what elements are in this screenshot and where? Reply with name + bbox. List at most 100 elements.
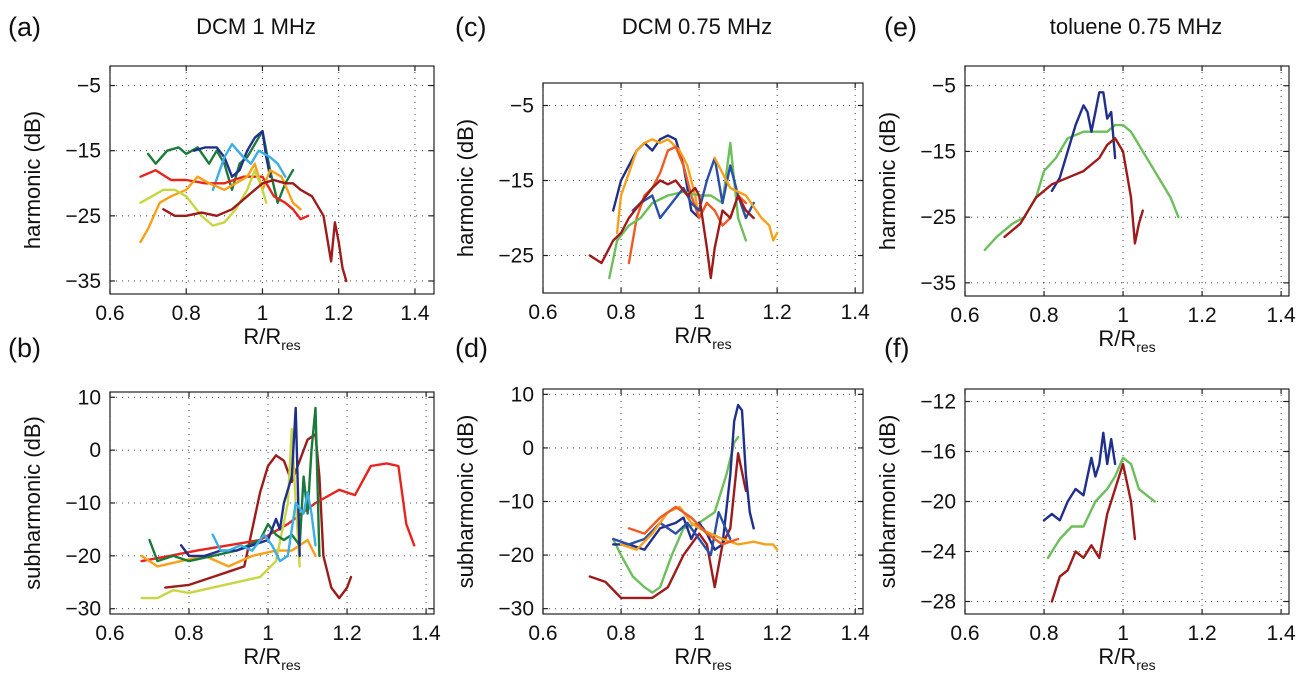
y-tick-label: −30 [498, 598, 534, 621]
x-tick-label: 1.2 [324, 302, 353, 325]
panel-c: (c) 0.6 0.8 1 1.2 1.4 −5 −15 −25 R/Rres harmonic (… [453, 12, 870, 352]
series-line-darkgreen [146, 129, 295, 204]
y-tick-label: −25 [920, 206, 956, 229]
y-tick-label: −12 [920, 391, 956, 414]
series-group [140, 406, 416, 600]
series-line-navy [612, 403, 755, 551]
x-tick-label: 1 [262, 622, 274, 645]
x-tick-label: 1.2 [1187, 622, 1216, 645]
x-axis-label: R/Rres [1098, 326, 1155, 355]
panel-d: (d)0.6 0.8 1 1.2 1.4100−10−20−30R/Rressubhar… [453, 333, 870, 673]
x-tick-label: 1 [257, 302, 269, 325]
series-line-lightgreen [1046, 456, 1156, 559]
series-line-orange [139, 162, 302, 244]
y-tick-label: 10 [511, 383, 534, 406]
series-line-red [140, 462, 416, 563]
x-tick-label: 0.6 [528, 301, 557, 324]
series-line-darkgreen [148, 406, 321, 563]
panel-f: (f)0.6 0.8 1 1.2 1.4−12−16−20−24−28R/Rressub… [875, 333, 1296, 673]
x-tick-label: 1 [693, 301, 705, 324]
y-tick-label: 0 [522, 437, 534, 460]
y-tick-label: −5 [932, 75, 956, 98]
series-line-blue [612, 511, 732, 557]
x-tick-label: 0.8 [172, 302, 201, 325]
series-line-orangered [627, 505, 740, 546]
series-line-darkred [164, 433, 353, 600]
x-tick-label: 1.2 [763, 301, 792, 324]
y-tick-label: −5 [77, 75, 101, 98]
x-axis-label-subscript: res [712, 657, 731, 673]
x-tick-label: 1.4 [411, 622, 441, 645]
series-line-yellowgreen [139, 169, 268, 227]
x-axis-label-subscript: res [1136, 339, 1155, 355]
series-line-navy [192, 129, 272, 178]
y-tick-label: −24 [920, 541, 956, 564]
y-tick-label: −15 [920, 140, 956, 163]
x-axis-label-subscript: res [712, 336, 731, 352]
x-axis-label-subscript: res [281, 657, 300, 673]
x-axis-label-main: R/R [674, 644, 712, 669]
series-line-navy [1042, 431, 1117, 522]
column-title-toluene-075mhz: toluene 0.75 MHz [1050, 14, 1222, 39]
panel-letter-d: (d) [455, 333, 488, 363]
y-tick-label: −10 [65, 492, 101, 515]
panel-letter-f: (f) [884, 333, 909, 363]
plot-frame [964, 65, 1290, 297]
series-line-blue [631, 156, 755, 220]
y-tick-label: −35 [65, 270, 101, 293]
y-tick-label: −16 [920, 441, 956, 464]
panel-b: (b)0.6 0.8 1 1.2 1.4100−10−20−30R/Rressubhar… [8, 333, 441, 673]
x-tick-label: 1.4 [1266, 304, 1296, 327]
y-tick-label: −20 [65, 545, 101, 568]
x-axis-label-subscript: res [281, 337, 300, 353]
panel-e: (e) 0.6 0.8 1 1.2 1.4 −5 −15 −25 −35 R/Rres harmoni… [875, 12, 1296, 355]
y-tick-label: −25 [498, 245, 534, 268]
y-tick-label: −25 [65, 205, 101, 228]
series-line-skyblue [211, 143, 287, 191]
panel-letter-b: (b) [8, 333, 41, 363]
y-axis-label: harmonic (dB) [875, 112, 900, 250]
y-axis-label: harmonic (dB) [453, 119, 478, 257]
series-group [588, 403, 779, 600]
x-tick-label: 1.2 [1187, 304, 1216, 327]
series-line-orange [615, 138, 709, 235]
series-line-darkred [1050, 462, 1137, 603]
series-line-lightgreen [983, 123, 1180, 252]
y-tick-label: −28 [920, 591, 956, 614]
series-line-navy [612, 134, 709, 220]
series-line-darkred [588, 179, 755, 280]
series-line-lightgreen [612, 436, 740, 594]
x-tick-label: 0.6 [950, 304, 979, 327]
y-axis-label: harmonic (dB) [20, 111, 45, 249]
x-tick-label: 1 [1117, 622, 1129, 645]
x-axis-label: R/Rres [243, 644, 300, 673]
y-tick-label: 10 [78, 386, 101, 409]
y-tick-label: −15 [498, 170, 534, 193]
x-tick-label: 0.8 [1029, 622, 1058, 645]
x-tick-label: 0.8 [606, 622, 635, 645]
series-line-darkred [162, 178, 348, 283]
panel-letter-a: (a) [8, 12, 41, 42]
y-axis-label: subharmonic (dB) [20, 416, 45, 590]
x-tick-label: 0.6 [528, 622, 557, 645]
x-tick-label: 1 [693, 622, 705, 645]
x-tick-label: 0.8 [606, 301, 635, 324]
x-axis-label: R/Rres [243, 324, 300, 353]
plot-frame [542, 82, 864, 294]
y-tick-label: −20 [498, 544, 534, 567]
y-tick-label: −5 [510, 95, 534, 118]
series-group [588, 134, 779, 280]
plot-frame [109, 65, 435, 295]
series-line-darkred [1003, 137, 1144, 245]
series-line-orange [713, 156, 779, 242]
panel-a: (a) 0.6 0.8 1 1.2 1.4 −5 −15 −25 −35 R/Rres harmoni… [8, 12, 435, 353]
x-axis-label-main: R/R [1098, 644, 1136, 669]
series-line-yellowgreen [140, 427, 301, 600]
x-tick-label: 1.4 [841, 301, 871, 324]
x-tick-label: 1.4 [400, 302, 430, 325]
y-tick-label: −30 [65, 598, 101, 621]
y-tick-label: −15 [65, 140, 101, 163]
series-line-darkred [588, 452, 748, 600]
y-tick-label: 0 [89, 439, 101, 462]
